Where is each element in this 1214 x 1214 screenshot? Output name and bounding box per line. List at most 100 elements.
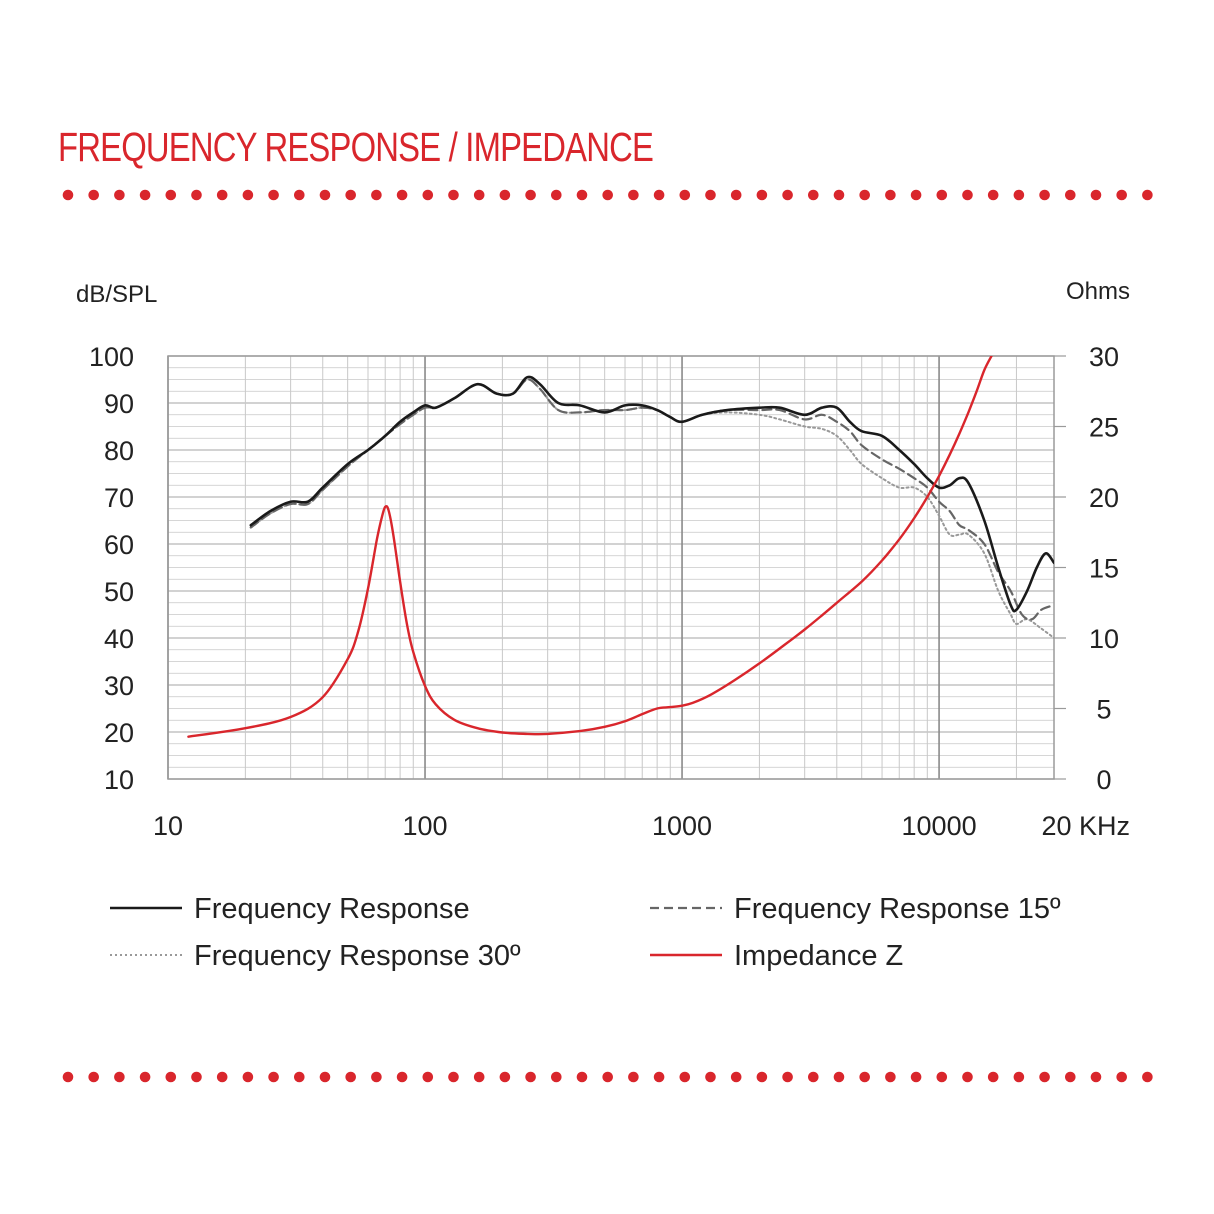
divider-dot: [551, 189, 562, 201]
divider-dot: [191, 189, 202, 201]
y-tick-label: 30: [104, 671, 134, 701]
divider-dot: [1013, 189, 1025, 201]
divider-dot: [139, 1071, 151, 1083]
divider-dot: [885, 189, 896, 201]
divider-dot: [371, 189, 382, 201]
divider-dot: [88, 189, 99, 201]
divider-dot: [345, 189, 357, 201]
y-tick-label: 60: [104, 530, 134, 560]
divider-dot: [1065, 189, 1076, 201]
divider-dot: [910, 189, 922, 201]
legend-label: Frequency Response 15º: [734, 893, 1061, 925]
divider-dot: [396, 189, 408, 201]
y-tick-label: 100: [89, 342, 134, 372]
x-tick-label: 10000: [902, 811, 977, 841]
divider-dot: [602, 189, 613, 201]
y-tick-label: 50: [104, 577, 134, 607]
page-title: FREQUENCY RESPONSE / IMPEDANCE: [58, 124, 654, 170]
divider-dot: [962, 189, 973, 201]
y2-tick-label: 25: [1089, 413, 1119, 443]
plot-frame: [167, 355, 1055, 780]
series-line-1: [249, 375, 1054, 613]
divider-dot: [1090, 189, 1102, 201]
legend-label: Frequency Response: [194, 893, 470, 925]
divider-dot: [473, 1071, 485, 1083]
y-tick-label: 70: [104, 483, 134, 513]
divider-dot: [216, 189, 228, 201]
divider-dot: [319, 189, 331, 201]
divider-dot: [268, 189, 279, 201]
divider-dot: [1090, 1071, 1102, 1083]
y-tick-label: 40: [104, 624, 134, 654]
chart-grid: [167, 355, 1066, 780]
divider-dot: [62, 1071, 74, 1083]
divider-dot: [730, 189, 742, 201]
divider-dot: [1142, 189, 1153, 201]
divider-dot: [242, 1071, 254, 1083]
y-tick-label: 80: [104, 436, 134, 466]
y2-tick-label: 0: [1096, 765, 1111, 795]
divider-dot: [473, 189, 485, 201]
x-axis-unit-label: 20 KHz: [1041, 811, 1130, 841]
divider-dot: [319, 1071, 331, 1083]
y-tick-label: 10: [104, 765, 134, 795]
divider-dot: [833, 189, 845, 201]
divider-dot: [782, 189, 793, 201]
divider-dot: [422, 1071, 434, 1083]
y-axis-title: dB/SPL: [76, 281, 157, 308]
x-tick-label: 1000: [652, 811, 712, 841]
divider-dot: [756, 1071, 768, 1083]
divider-dot: [628, 189, 639, 201]
divider-dot: [165, 189, 177, 201]
y2-tick-label: 5: [1096, 695, 1111, 725]
divider-dot: [1116, 1071, 1127, 1083]
series-line-4: [187, 356, 993, 738]
divider-dot: [962, 1071, 973, 1083]
divider-dot: [371, 1071, 382, 1083]
divider-dot: [808, 1071, 819, 1083]
divider-dot: [576, 1071, 588, 1083]
divider-dot: [987, 1071, 999, 1083]
divider-dot: [1039, 1071, 1050, 1083]
divider-dot: [268, 1071, 279, 1083]
y2-tick-label: 15: [1089, 554, 1119, 584]
divider-dot: [165, 1071, 177, 1083]
divider-dot: [679, 1071, 691, 1083]
divider-dot: [885, 1071, 896, 1083]
divider-dot: [88, 1071, 99, 1083]
divider-dot: [730, 1071, 742, 1083]
divider-dot: [808, 189, 819, 201]
divider-dot: [910, 1071, 922, 1083]
divider-dot: [448, 189, 459, 201]
divider-dot: [628, 1071, 639, 1083]
divider-dot: [114, 189, 125, 201]
divider-dot: [525, 1071, 536, 1083]
divider-dot: [705, 1071, 716, 1083]
divider-dot: [499, 1071, 511, 1083]
y2-tick-label: 10: [1089, 624, 1119, 654]
divider-dot: [448, 1071, 459, 1083]
series-line-2: [249, 378, 1054, 621]
y2-axis-title: Ohms: [1066, 278, 1130, 305]
divider-dot: [936, 189, 948, 201]
divider-dot: [62, 189, 74, 201]
x-tick-label: 100: [402, 811, 447, 841]
divider-dot: [653, 189, 665, 201]
dotted-divider-bottom: [62, 1071, 1153, 1083]
dotted-divider-top: [62, 189, 1153, 201]
divider-dot: [705, 189, 716, 201]
divider-dot: [1039, 189, 1050, 201]
divider-dot: [936, 1071, 948, 1083]
divider-dot: [345, 1071, 357, 1083]
divider-dot: [294, 189, 305, 201]
divider-dot: [551, 1071, 562, 1083]
divider-dot: [602, 1071, 613, 1083]
legend-label: Frequency Response 30º: [194, 940, 521, 972]
y-tick-label: 20: [104, 718, 134, 748]
divider-dot: [191, 1071, 202, 1083]
divider-dot: [396, 1071, 408, 1083]
divider-dot: [859, 1071, 870, 1083]
y2-tick-label: 20: [1089, 483, 1119, 513]
divider-dot: [1065, 1071, 1076, 1083]
